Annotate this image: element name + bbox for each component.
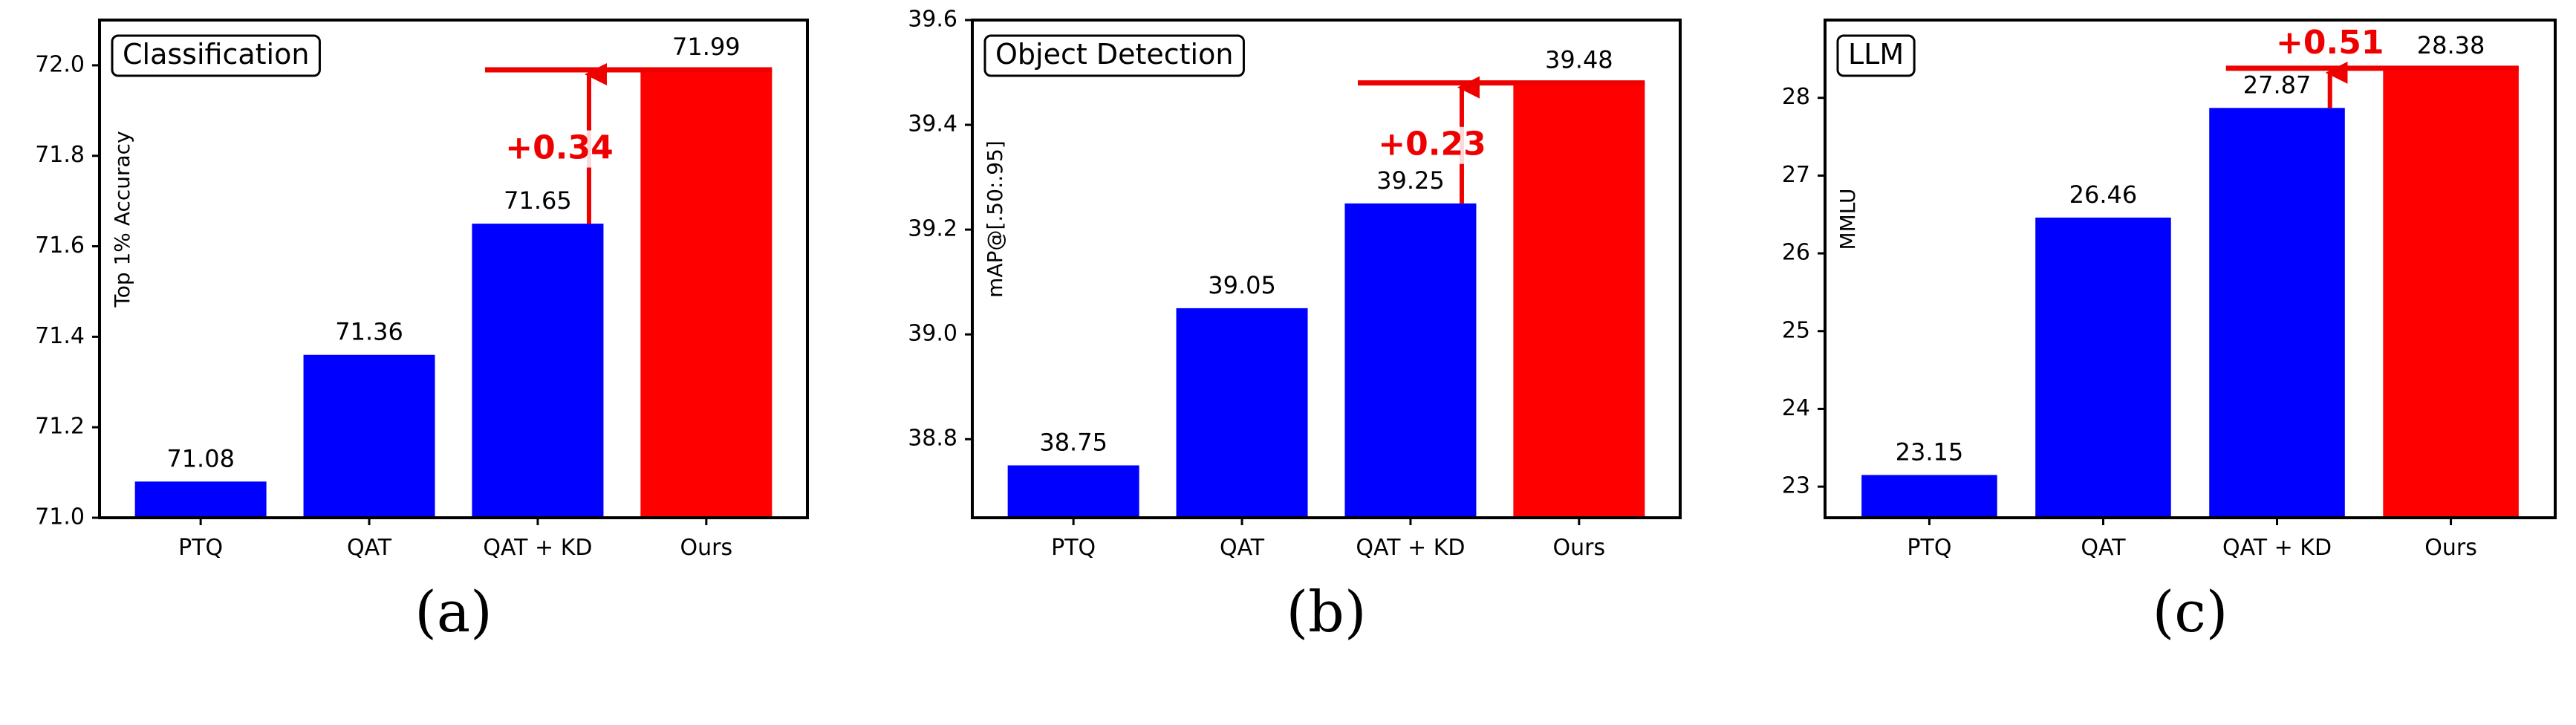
- y-axis-label: mAP@[.50:.95]: [983, 140, 1007, 298]
- chart-panel: 71.0 71.2 71.4 71.6 71.8 72.0 PTQ QAT QAT + KD Ou…: [35, 20, 807, 645]
- y-tick-label: 71.8: [35, 142, 85, 168]
- data-label: 39.25: [1376, 166, 1445, 195]
- chart-panel: 23 24 25 26 27 28 PTQ QAT QAT + KD Ours 23.15 26.46…: [1782, 20, 2555, 645]
- x-tick-label: QAT: [1220, 535, 1265, 561]
- bar: [1177, 308, 1308, 518]
- data-label: 71.36: [335, 318, 403, 346]
- bar: [640, 70, 772, 518]
- gain-label: +0.23: [1378, 126, 1486, 163]
- data-label: 28.38: [2417, 31, 2485, 59]
- y-axis-label: Top 1% Accuracy: [110, 131, 134, 308]
- x-tick-label: QAT: [2081, 535, 2126, 561]
- y-tick-label: 23: [1782, 473, 1810, 499]
- x-tick-label: PTQ: [1907, 535, 1951, 561]
- bar: [1008, 465, 1139, 518]
- y-tick-label: 71.6: [35, 233, 85, 259]
- bar: [1513, 83, 1645, 518]
- y-tick-label: 39.4: [908, 111, 957, 137]
- x-tick-label: PTQ: [178, 535, 223, 561]
- y-tick-label: 39.2: [908, 216, 957, 242]
- data-label: 26.46: [2069, 181, 2138, 209]
- data-label: 71.65: [504, 186, 572, 215]
- y-tick-label: 39.6: [908, 7, 957, 33]
- data-label: 71.99: [672, 33, 741, 61]
- bar: [1861, 475, 1997, 518]
- x-tick-label: Ours: [680, 535, 733, 561]
- gain-label: +0.51: [2276, 24, 2384, 62]
- data-label: 71.08: [166, 444, 235, 472]
- y-tick-label: 24: [1782, 395, 1810, 421]
- x-tick-label: Ours: [1553, 535, 1606, 561]
- data-label: 38.75: [1039, 428, 1108, 456]
- data-label: 27.87: [2243, 71, 2312, 99]
- x-tick-label: QAT + KD: [483, 535, 592, 561]
- chart-title: Classification: [123, 38, 309, 71]
- panel-caption: (b): [1287, 579, 1367, 645]
- y-tick-label: 25: [1782, 317, 1810, 343]
- data-label: 23.15: [1896, 438, 1964, 466]
- panel-caption: (c): [2153, 579, 2228, 645]
- bar: [472, 224, 603, 518]
- y-axis-label: MMLU: [1835, 188, 1860, 250]
- data-label: 39.48: [1545, 46, 1613, 74]
- bar: [2209, 108, 2345, 518]
- y-tick-label: 38.8: [908, 426, 957, 452]
- x-tick-label: QAT + KD: [1356, 535, 1465, 561]
- y-tick-label: 72.0: [35, 51, 85, 77]
- y-tick-label: 71.4: [35, 323, 85, 349]
- chart-title: Object Detection: [995, 38, 1233, 71]
- y-tick-label: 27: [1782, 162, 1810, 188]
- y-tick-label: 26: [1782, 240, 1810, 266]
- x-tick-label: PTQ: [1051, 535, 1096, 561]
- chart-panel: 38.8 39.0 39.2 39.4 39.6 PTQ QAT QAT + KD Ours 38…: [908, 7, 1680, 646]
- y-tick-label: 28: [1782, 84, 1810, 110]
- bar: [1344, 204, 1476, 518]
- x-tick-label: Ours: [2424, 535, 2477, 561]
- bar: [2035, 218, 2171, 518]
- gain-label: +0.34: [505, 129, 613, 167]
- x-tick-label: QAT + KD: [2222, 535, 2332, 561]
- panel-caption: (a): [414, 579, 492, 645]
- x-tick-label: QAT: [347, 535, 392, 561]
- bar: [304, 355, 435, 518]
- bar: [2383, 68, 2519, 518]
- data-label: 39.05: [1208, 271, 1276, 299]
- bar: [135, 481, 267, 518]
- chart-title: LLM: [1848, 38, 1904, 71]
- y-tick-label: 71.0: [35, 504, 85, 530]
- y-tick-label: 39.0: [908, 321, 957, 347]
- y-tick-label: 71.2: [35, 414, 85, 440]
